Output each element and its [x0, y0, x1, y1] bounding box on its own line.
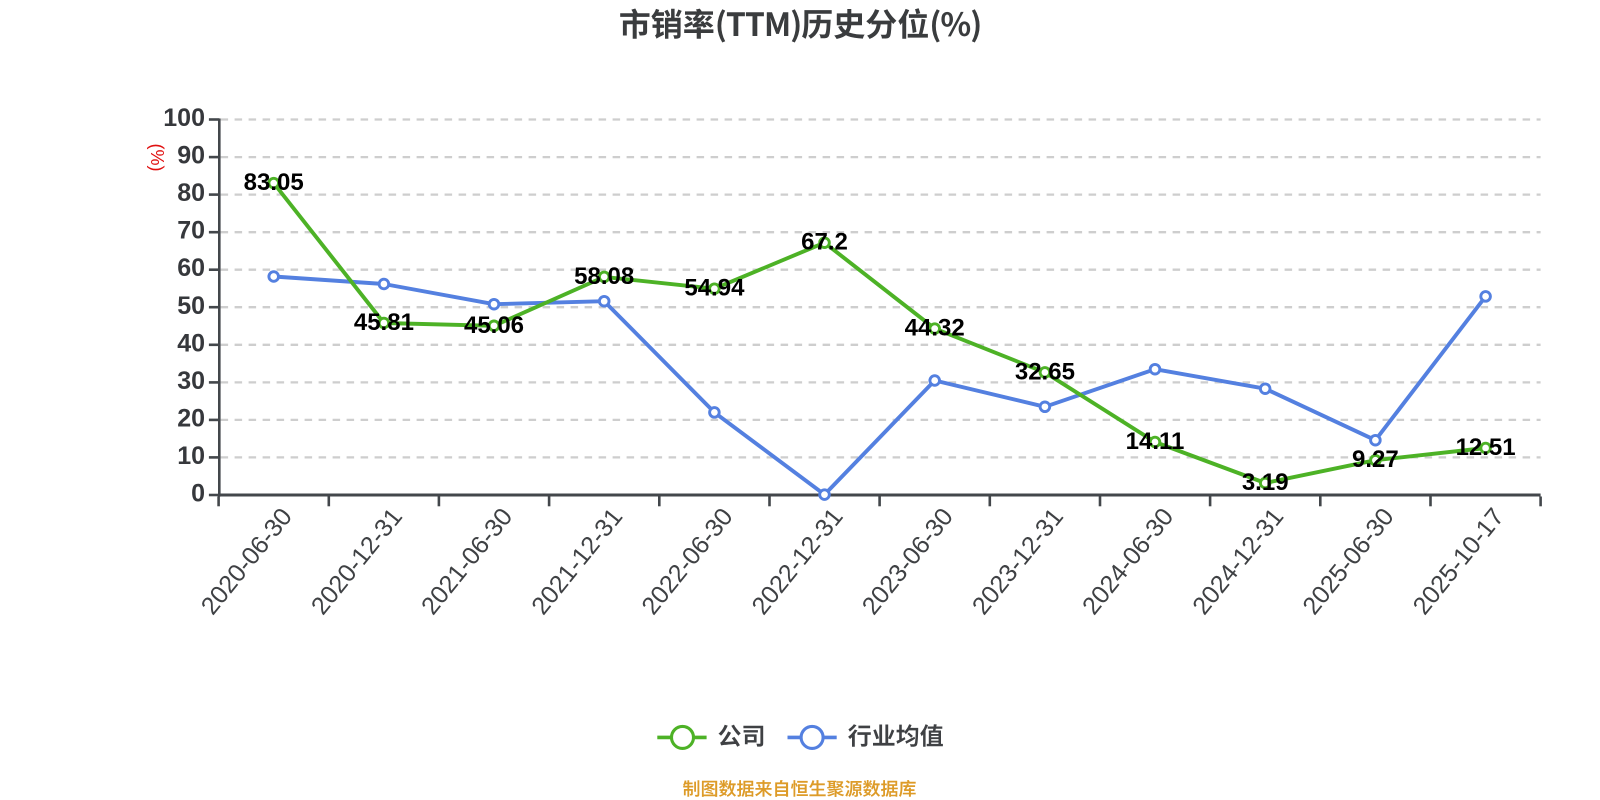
- svg-text:2023-12-31: 2023-12-31: [967, 503, 1069, 620]
- svg-text:80: 80: [177, 179, 205, 207]
- svg-text:12.51: 12.51: [1456, 434, 1516, 461]
- svg-text:32.65: 32.65: [1015, 358, 1075, 385]
- svg-text:45.81: 45.81: [354, 309, 414, 336]
- svg-text:2022-06-30: 2022-06-30: [636, 503, 738, 620]
- svg-text:50: 50: [177, 292, 205, 320]
- svg-text:30: 30: [177, 367, 205, 395]
- svg-text:3.19: 3.19: [1242, 469, 1289, 496]
- svg-text:0: 0: [191, 480, 205, 508]
- svg-text:2021-06-30: 2021-06-30: [416, 503, 518, 620]
- svg-text:70: 70: [177, 217, 205, 245]
- svg-text:54.94: 54.94: [684, 275, 745, 302]
- svg-text:20: 20: [177, 404, 205, 432]
- svg-text:44.32: 44.32: [905, 315, 965, 342]
- svg-text:58.08: 58.08: [574, 263, 634, 290]
- svg-text:2021-12-31: 2021-12-31: [526, 503, 628, 620]
- svg-text:45.06: 45.06: [464, 312, 524, 339]
- svg-text:(%): (%): [147, 144, 167, 172]
- svg-text:67.2: 67.2: [801, 229, 848, 256]
- svg-text:60: 60: [177, 254, 205, 282]
- svg-text:2025-06-30: 2025-06-30: [1297, 503, 1399, 620]
- svg-text:2020-12-31: 2020-12-31: [306, 503, 408, 620]
- svg-text:2023-06-30: 2023-06-30: [857, 503, 959, 620]
- svg-text:100: 100: [163, 104, 205, 132]
- svg-text:40: 40: [177, 329, 205, 357]
- svg-text:2025-10-17: 2025-10-17: [1408, 503, 1510, 620]
- svg-text:90: 90: [177, 142, 205, 170]
- svg-text:10: 10: [177, 442, 205, 470]
- svg-text:9.27: 9.27: [1352, 446, 1399, 473]
- svg-text:2024-12-31: 2024-12-31: [1187, 503, 1289, 620]
- svg-text:2022-12-31: 2022-12-31: [746, 503, 848, 620]
- svg-text:2020-06-30: 2020-06-30: [196, 503, 298, 620]
- svg-text:14.11: 14.11: [1126, 428, 1185, 455]
- svg-text:83.05: 83.05: [244, 169, 304, 196]
- svg-text:2024-06-30: 2024-06-30: [1077, 503, 1179, 620]
